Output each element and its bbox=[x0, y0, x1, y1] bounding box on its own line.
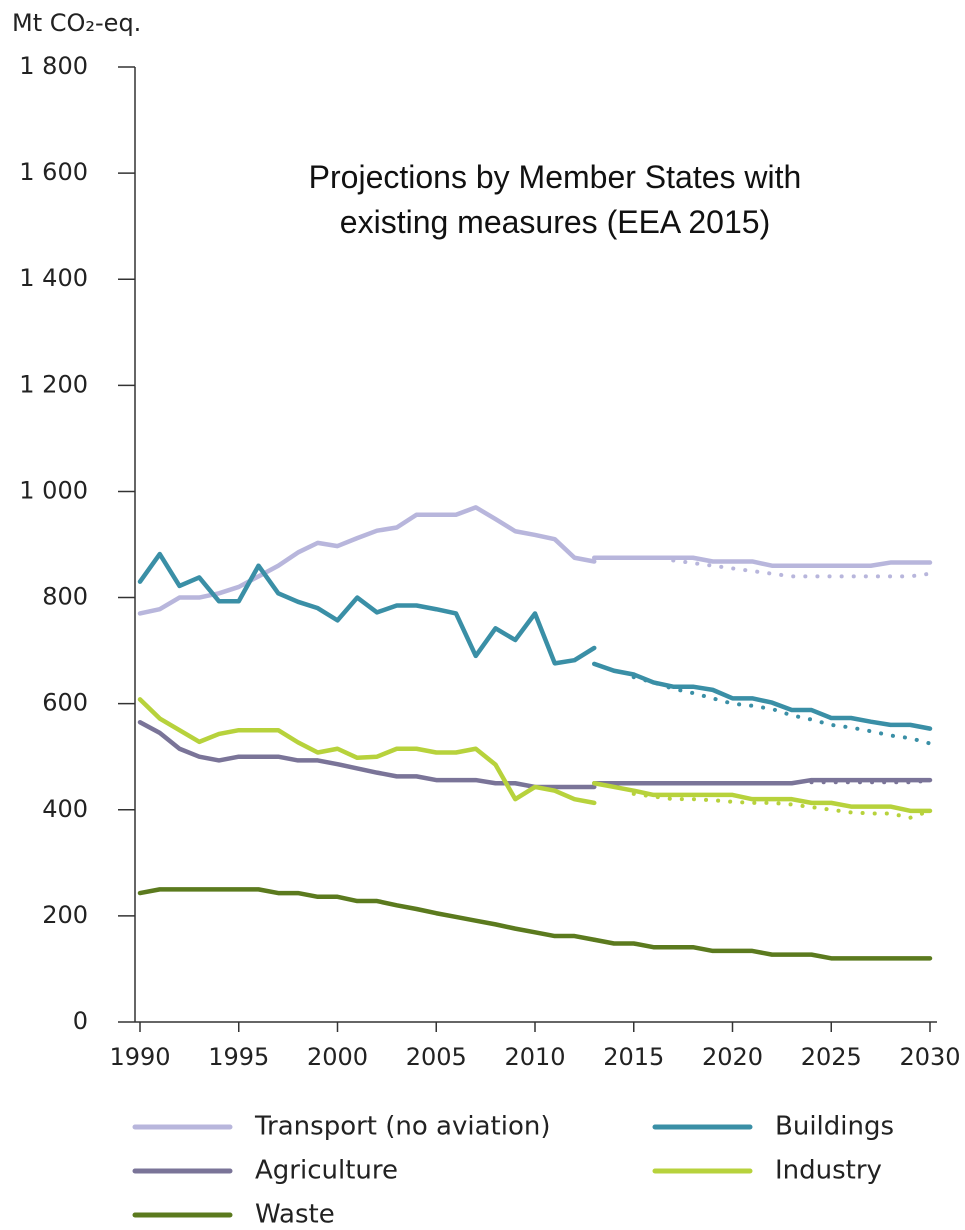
projection-line bbox=[592, 661, 933, 731]
x-tick-label: 2010 bbox=[504, 1043, 565, 1071]
y-tick-label: 0 bbox=[73, 1007, 88, 1035]
projection-line bbox=[592, 937, 933, 961]
annotation: Projections by Member States with existi… bbox=[308, 159, 802, 240]
y-tick-label: 1 000 bbox=[19, 476, 88, 504]
legend-label: Waste bbox=[255, 1200, 335, 1230]
history-line bbox=[137, 505, 597, 616]
legend-label: Industry bbox=[775, 1156, 882, 1186]
y-tick-label: 1 600 bbox=[19, 158, 88, 186]
history-line bbox=[137, 719, 597, 790]
legend-label: Agriculture bbox=[255, 1156, 398, 1186]
projection-dotted-line bbox=[631, 791, 932, 820]
projection-line bbox=[592, 555, 933, 568]
projection-dotted-line bbox=[631, 675, 932, 746]
history-line bbox=[137, 551, 597, 666]
x-tick-label: 2030 bbox=[899, 1043, 960, 1071]
legend-label: Transport (no aviation) bbox=[254, 1112, 550, 1142]
y-tick-label: 200 bbox=[42, 901, 88, 929]
x-tick-label: 1995 bbox=[208, 1043, 269, 1071]
y-axis-label: Mt CO₂-eq. bbox=[12, 9, 141, 37]
history-line bbox=[137, 887, 597, 943]
y-tick-label: 400 bbox=[42, 795, 88, 823]
x-tick-label: 2005 bbox=[406, 1043, 467, 1071]
y-tick-label: 1 200 bbox=[19, 370, 88, 398]
y-tick-label: 1 800 bbox=[19, 52, 88, 80]
legend-label: Buildings bbox=[775, 1112, 894, 1142]
x-tick-label: 2000 bbox=[307, 1043, 368, 1071]
projection-line bbox=[592, 781, 933, 814]
projection-line bbox=[592, 777, 933, 786]
y-tick-label: 600 bbox=[42, 689, 88, 717]
y-tick-label: 800 bbox=[42, 583, 88, 611]
x-tick-label: 1990 bbox=[109, 1043, 170, 1071]
x-tick-label: 2015 bbox=[603, 1043, 664, 1071]
history-line bbox=[137, 697, 597, 806]
x-tick-label: 2020 bbox=[702, 1043, 763, 1071]
y-tick-label: 1 400 bbox=[19, 264, 88, 292]
x-tick-label: 2025 bbox=[801, 1043, 862, 1071]
